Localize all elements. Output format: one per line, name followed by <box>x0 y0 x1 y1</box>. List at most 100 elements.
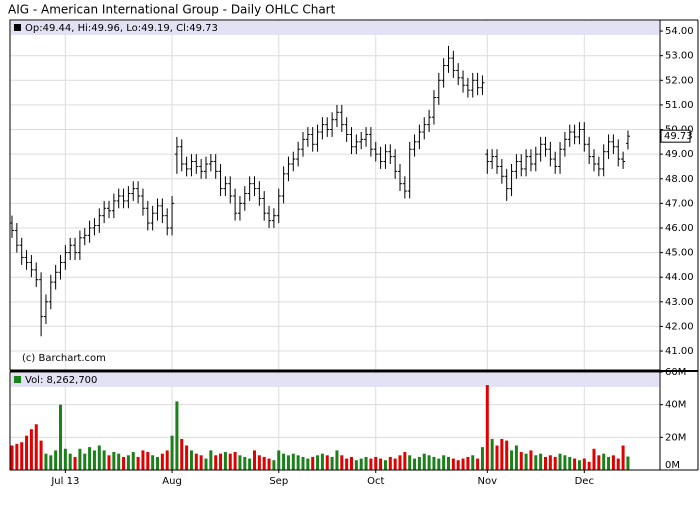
volume-bar <box>461 458 465 470</box>
x-tick-label: Oct <box>367 476 384 487</box>
volume-bar <box>63 448 67 470</box>
volume-bar <box>544 456 547 470</box>
volume-bar <box>238 455 242 470</box>
volume-bar <box>49 455 53 470</box>
volume-bar <box>340 455 344 470</box>
volume-bar <box>146 452 150 470</box>
volume-bar <box>25 435 29 470</box>
volume-bar <box>403 452 407 470</box>
volume-bar <box>59 404 62 470</box>
volume-bar <box>466 456 470 470</box>
volume-bar <box>611 455 615 470</box>
volume-bar <box>20 442 24 470</box>
plot-layer: 41.00 42.00 43.00 44.00 45.00 46.00 47.00 48.00… <box>9 19 699 487</box>
volume-bar <box>277 450 281 470</box>
volume-bar <box>616 458 620 470</box>
volume-bar <box>131 452 135 470</box>
y-tick-label: 20M <box>665 432 686 443</box>
volume-bar <box>330 456 334 470</box>
volume-bar <box>165 450 169 470</box>
x-tick-label: Nov <box>478 476 498 487</box>
volume-bar <box>388 456 392 470</box>
y-tick-label: 48.00 <box>665 174 694 185</box>
volume-bar <box>587 461 591 470</box>
volume-bar <box>29 429 33 470</box>
volume-bar <box>621 445 625 470</box>
volume-bar <box>233 452 237 470</box>
volume-bar <box>180 438 184 470</box>
volume-bar <box>160 453 164 470</box>
volume-bar <box>156 456 159 470</box>
volume-bar <box>88 447 92 470</box>
volume-bar <box>320 453 324 470</box>
volume-bar <box>291 453 295 470</box>
volume-bar <box>364 456 368 470</box>
volume-bar <box>10 445 14 470</box>
volume-bar <box>83 453 87 470</box>
volume-bar <box>296 455 300 470</box>
x-tick-label: Sep <box>269 476 288 487</box>
x-tick-label: Jul 13 <box>50 476 79 487</box>
volume-bar <box>141 450 145 470</box>
volume-bar <box>54 450 58 470</box>
volume-bar <box>558 453 562 470</box>
y-tick-label: 53.00 <box>665 51 694 62</box>
last-price-box <box>660 129 691 143</box>
volume-bar <box>553 456 557 470</box>
y-tick-label: 41.00 <box>665 346 694 357</box>
volume-bar <box>204 458 208 470</box>
volume-bar <box>325 455 329 470</box>
y-tick-label: 52.00 <box>665 75 694 86</box>
volume-bar <box>219 453 223 470</box>
volume-bar <box>209 450 213 470</box>
volume-bar <box>122 456 126 470</box>
volume-bar <box>92 450 96 470</box>
y-tick-label: 42.00 <box>665 321 694 332</box>
legend-swatch <box>14 376 21 383</box>
volume-bar <box>301 456 305 470</box>
volume-bar <box>417 456 421 470</box>
y-tick-label: 49.00 <box>665 149 694 160</box>
volume-bar <box>223 452 227 470</box>
volume-bar <box>548 455 552 470</box>
y-tick-label: 44.00 <box>665 272 694 283</box>
x-tick-label: Aug <box>162 476 182 487</box>
volume-bar <box>136 456 140 470</box>
last-price-label: 49.73 <box>664 131 693 142</box>
volume-bar <box>524 453 528 470</box>
volume-bar <box>495 445 499 470</box>
volume-bar <box>607 456 611 470</box>
volume-bar <box>490 438 494 470</box>
volume-bar <box>354 460 358 470</box>
y-tick-label: 0M <box>665 460 680 471</box>
volume-bar <box>34 424 38 470</box>
volume-bar <box>15 443 19 470</box>
price-info: Op:49.44, Hi:49.96, Lo:49.19, Cl:49.73 <box>25 23 218 34</box>
volume-bar <box>451 458 455 470</box>
y-tick-label: 46.00 <box>665 223 694 234</box>
volume-bar <box>369 458 373 470</box>
volume-bar <box>107 455 111 470</box>
volume-bar <box>335 450 339 470</box>
volume-bar <box>563 455 567 470</box>
volume-bar <box>602 453 606 470</box>
volume-bar <box>447 456 450 470</box>
y-tick-label: 51.00 <box>665 100 694 111</box>
volume-bar <box>257 455 261 470</box>
volume-bar <box>480 447 484 470</box>
chart-title: AIG - American International Group - Dai… <box>8 3 336 17</box>
volume-bar <box>78 448 82 470</box>
y-tick-label: 43.00 <box>665 297 694 308</box>
volume-bar <box>112 452 116 470</box>
volume-bar <box>350 456 353 470</box>
volume-bar <box>151 455 155 470</box>
price-header-band <box>11 21 659 35</box>
volume-bar <box>500 438 504 470</box>
y-tick-label: 40M <box>665 400 686 411</box>
y-tick-label: 47.00 <box>665 198 694 209</box>
volume-bar <box>534 455 538 470</box>
volume-bar <box>117 453 121 470</box>
volume-bar <box>539 453 543 470</box>
volume-bar <box>228 453 232 470</box>
